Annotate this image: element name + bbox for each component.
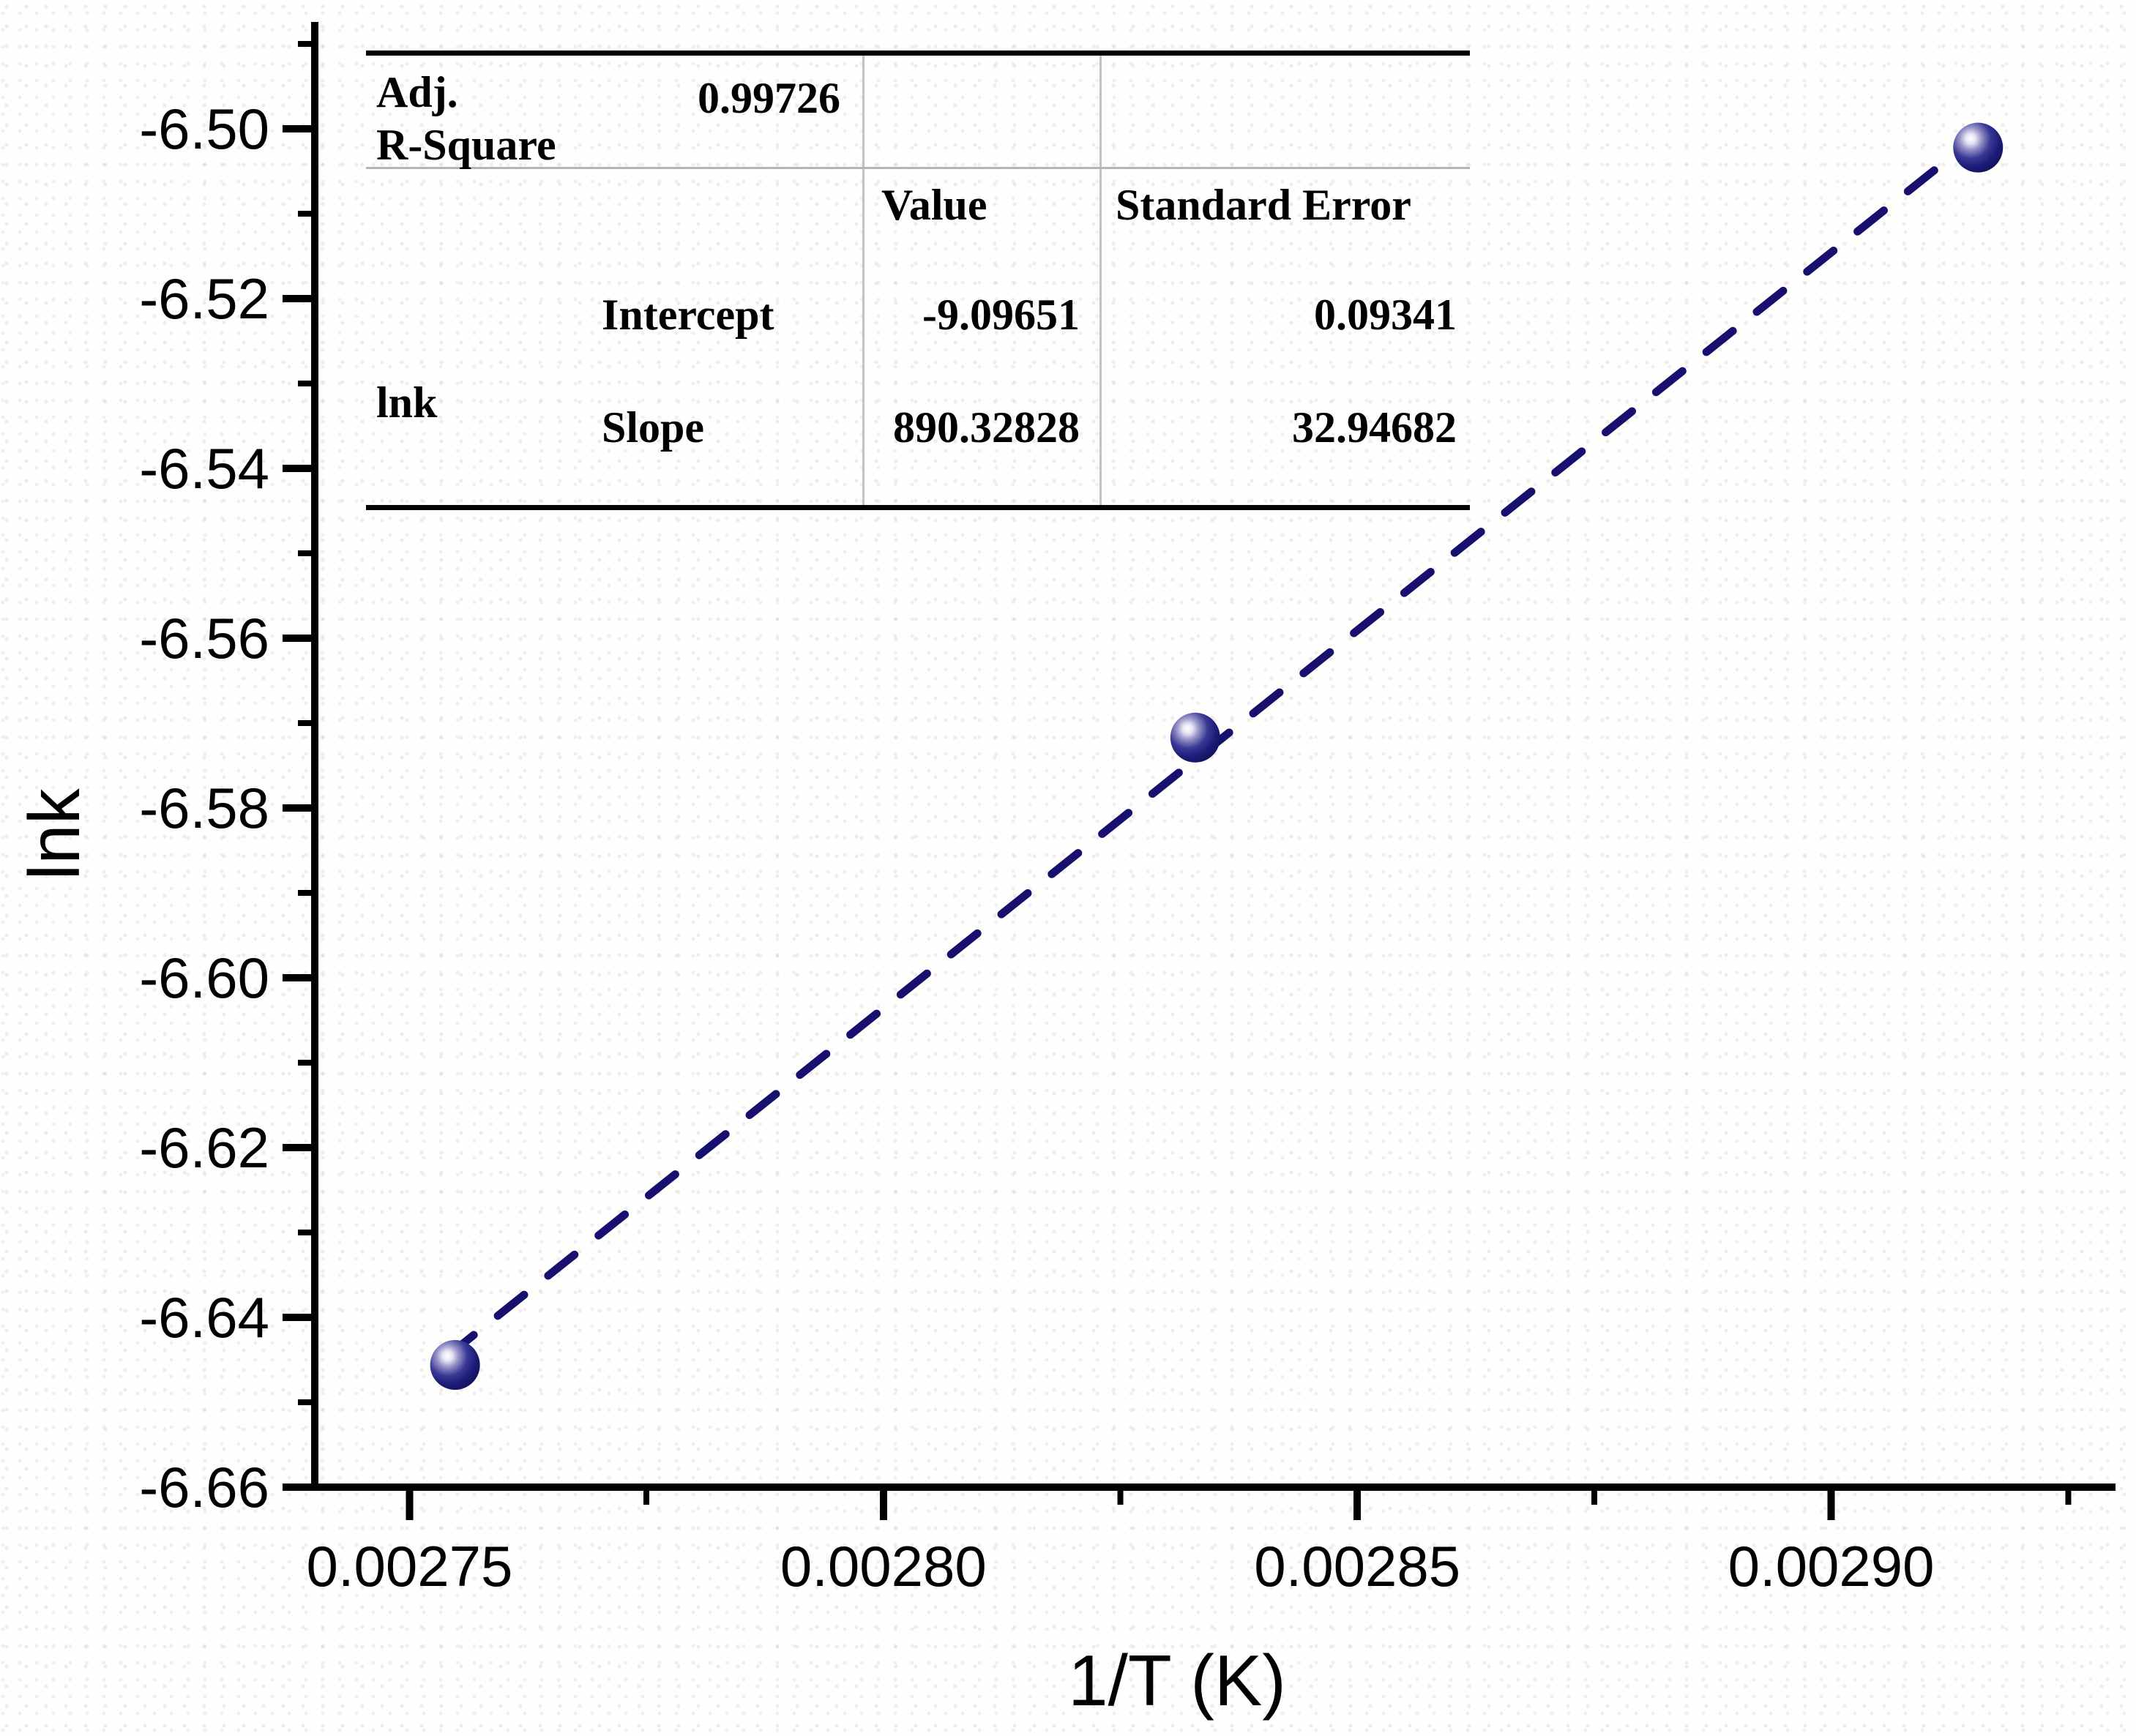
- data-point: [430, 1339, 480, 1390]
- y-tick-label: -6.56: [139, 606, 269, 670]
- adj-r-square-label-line1: Adj.: [376, 68, 458, 116]
- adj-r-square-label-line2: R-Square: [376, 121, 556, 169]
- y-tick-label: -6.60: [139, 946, 269, 1010]
- y-tick-label: -6.62: [139, 1115, 269, 1180]
- table-divider-horizontal: [366, 167, 1470, 169]
- row-group-label: lnk: [376, 378, 438, 427]
- y-tick-label: -6.54: [139, 436, 269, 501]
- x-axis-title: 1/T (K): [1068, 1640, 1286, 1721]
- row-param-intercept: Intercept: [602, 291, 774, 339]
- slope-std-error: 32.94682: [1292, 403, 1457, 452]
- y-tick-label: -6.50: [139, 97, 269, 161]
- x-tick-label: 0.00280: [780, 1534, 987, 1598]
- data-point: [1953, 122, 2004, 173]
- data-point: [1170, 712, 1220, 763]
- y-tick-label: -6.58: [139, 776, 269, 840]
- y-axis-title: lnk: [14, 787, 94, 880]
- slope-value: 890.32828: [893, 403, 1080, 452]
- table-divider-vertical-1: [862, 56, 865, 505]
- y-tick-label: -6.66: [139, 1455, 269, 1519]
- table-divider-vertical-2: [1099, 56, 1102, 505]
- x-tick-label: 0.00275: [306, 1534, 512, 1598]
- fit-results-table: Adj. R-Square 0.99726 Value Standard Err…: [366, 50, 1470, 510]
- y-tick-label: -6.52: [139, 266, 269, 331]
- intercept-value: -9.09651: [922, 291, 1080, 339]
- x-tick-label: 0.00290: [1728, 1534, 1935, 1598]
- adj-r-square-label: Adj. R-Square: [376, 66, 556, 171]
- column-header-standard-error: Standard Error: [1116, 181, 1411, 229]
- intercept-std-error: 0.09341: [1314, 291, 1457, 339]
- adj-r-square-value: 0.99726: [698, 74, 840, 122]
- row-param-slope: Slope: [602, 403, 705, 452]
- column-header-value: Value: [881, 181, 987, 229]
- y-tick-label: -6.64: [139, 1285, 269, 1350]
- x-tick-label: 0.00285: [1254, 1534, 1460, 1598]
